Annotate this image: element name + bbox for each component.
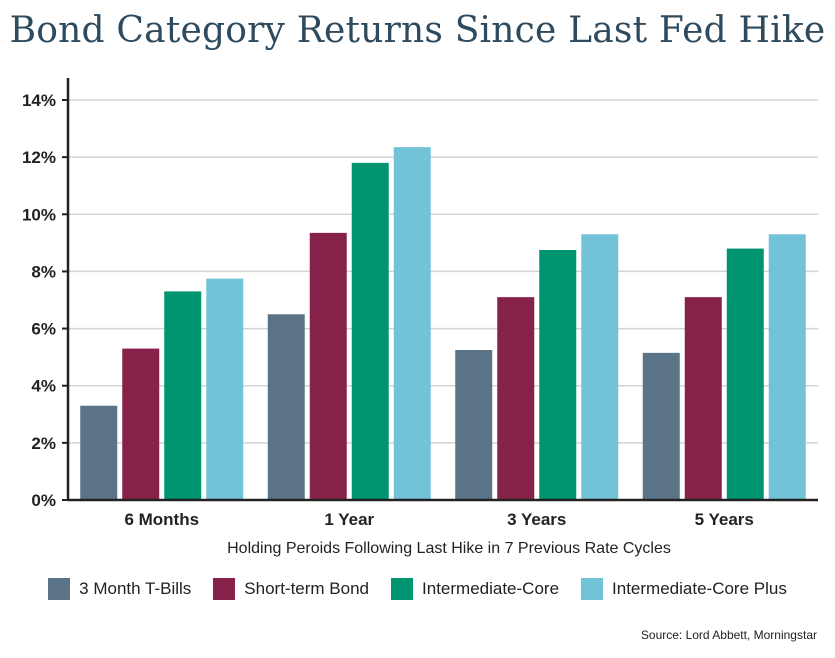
legend-label: Intermediate-Core xyxy=(422,579,560,598)
axes xyxy=(62,78,818,502)
bars xyxy=(80,147,806,501)
bar-short-term-bond-1-year xyxy=(309,232,347,500)
legend-item: 3 Month T-Bills xyxy=(48,578,191,600)
chart-title: Bond Category Returns Since Last Fed Hik… xyxy=(9,10,826,51)
bar-intermediate-core-plus-1-year xyxy=(393,147,431,500)
x-axis-title: Holding Peroids Following Last Hike in 7… xyxy=(227,540,671,557)
y-tick-label: 0% xyxy=(31,491,56,510)
y-tick-labels: 0% 2% 4% 6% 8% 10% 12% 14% xyxy=(22,91,56,510)
bar-intermediate-core-5-years xyxy=(726,248,764,500)
bar-3-month-t-bills-6-months xyxy=(80,405,118,500)
x-category-label: 3 Years xyxy=(507,510,566,529)
legend-item: Short-term Bond xyxy=(213,578,369,600)
legend-item: Intermediate-Core Plus xyxy=(581,578,787,600)
bar-short-term-bond-5-years xyxy=(684,297,722,500)
bar-intermediate-core-plus-6-months xyxy=(206,278,244,500)
y-tick-label: 6% xyxy=(31,320,56,339)
legend-swatch xyxy=(48,578,71,600)
legend-swatch xyxy=(581,578,604,600)
bar-3-month-t-bills-1-year xyxy=(267,314,305,500)
bar-short-term-bond-3-years xyxy=(497,297,535,500)
legend-label: Intermediate-Core Plus xyxy=(612,579,787,598)
source-note: Source: Lord Abbett, Morningstar xyxy=(640,628,817,642)
legend: 3 Month T-Bills Short-term Bond Intermedia… xyxy=(0,578,835,600)
y-tick-label: 8% xyxy=(31,262,56,281)
x-category-label: 1 Year xyxy=(324,510,374,529)
bar-intermediate-core-6-months xyxy=(164,291,202,500)
y-tick-label: 4% xyxy=(31,377,56,396)
x-category-labels: 6 Months 1 Year 3 Years 5 Years xyxy=(124,510,753,529)
legend-swatch xyxy=(391,578,414,600)
legend-swatch xyxy=(213,578,236,600)
bar-intermediate-core-1-year xyxy=(351,162,389,500)
y-tick-label: 12% xyxy=(22,148,56,167)
bar-3-month-t-bills-3-years xyxy=(455,350,493,500)
legend-label: Short-term Bond xyxy=(244,579,370,598)
bar-short-term-bond-6-months xyxy=(122,348,160,500)
x-category-label: 5 Years xyxy=(695,510,754,529)
y-tick-label: 14% xyxy=(22,91,56,110)
bar-intermediate-core-3-years xyxy=(539,250,577,500)
bar-intermediate-core-plus-5-years xyxy=(768,234,806,501)
bar-3-month-t-bills-5-years xyxy=(642,352,680,500)
legend-label: 3 Month T-Bills xyxy=(79,579,192,598)
y-tick-label: 10% xyxy=(22,205,56,224)
legend-item: Intermediate-Core xyxy=(391,578,559,600)
bar-intermediate-core-plus-3-years xyxy=(581,234,619,501)
y-tick-label: 2% xyxy=(31,434,56,453)
x-category-label: 6 Months xyxy=(124,510,199,529)
